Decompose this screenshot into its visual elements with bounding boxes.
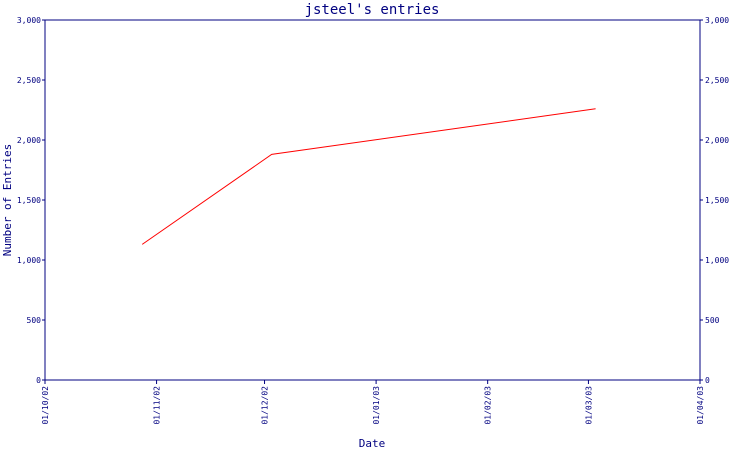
x-tick-label: 01/02/03: [484, 386, 493, 425]
y-tick-label: 1,000: [17, 256, 41, 265]
y-tick-label-right: 3,000: [705, 16, 729, 25]
x-tick-label: 01/12/02: [261, 386, 270, 425]
y-tick-label: 500: [27, 316, 42, 325]
y-tick-label-right: 0: [705, 376, 710, 385]
y-tick-label: 1,500: [17, 196, 41, 205]
x-tick-label: 01/11/02: [153, 386, 162, 425]
y-tick-label: 0: [36, 376, 41, 385]
y-axis-left: 0 500 1,000 1,500 2,000 2,500 3,000: [17, 16, 45, 385]
x-tick-label: 01/04/03: [696, 386, 705, 425]
chart-title: jsteel's entries: [305, 2, 440, 18]
x-tick-label: 01/01/03: [372, 386, 381, 425]
y-axis-right: 0 500 1,000 1,500 2,000 2,500 3,000: [700, 16, 729, 385]
series-line: [141, 108, 596, 245]
series-layer: [141, 108, 596, 245]
x-tick-label: 01/03/03: [584, 386, 593, 425]
x-axis-label: Date: [359, 437, 386, 450]
y-tick-label-right: 1,000: [705, 256, 729, 265]
y-axis-label: Number of Entries: [1, 144, 14, 257]
y-tick-label: 2,500: [17, 76, 41, 85]
plot-area-frame: [44, 19, 701, 381]
y-tick-label-right: 2,000: [705, 136, 729, 145]
y-tick-label-right: 1,500: [705, 196, 729, 205]
y-tick-label-right: 2,500: [705, 76, 729, 85]
y-tick-label: 2,000: [17, 136, 41, 145]
y-tick-label: 3,000: [17, 16, 41, 25]
x-tick-label: 01/10/02: [41, 386, 50, 425]
x-axis: 01/10/02 01/11/02 01/12/02 01/01/03 01/02/03…: [41, 380, 705, 425]
y-tick-label-right: 500: [705, 316, 720, 325]
